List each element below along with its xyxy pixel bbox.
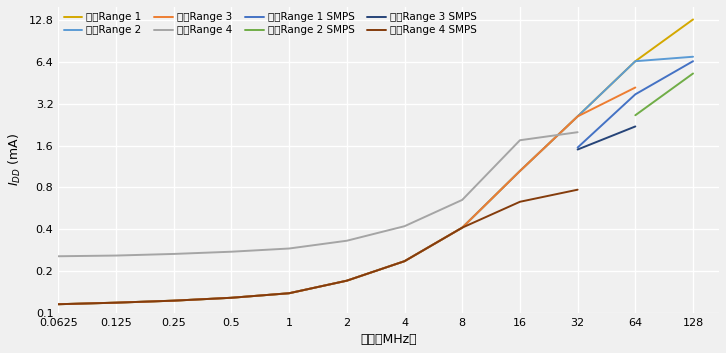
运行Range 4 SMPS [285, 291, 293, 295]
运行Range 3 [112, 300, 121, 305]
运行Range 4 [227, 250, 236, 254]
运行Range 4 SMPS [515, 200, 524, 204]
运行Range 2 [515, 169, 524, 173]
Legend: 运行Range 1, 运行Range 2, 运行Range 3, 运行Range 4, 运行Range 1 SMPS, 运行Range 2 SMPS, 运行Ra: 运行Range 1, 运行Range 2, 运行Range 3, 运行Range… [62, 10, 479, 37]
运行Range 1 [112, 300, 121, 305]
运行Range 4 SMPS [458, 226, 467, 230]
运行Range 4 SMPS [112, 300, 121, 305]
运行Range 2 [574, 114, 582, 119]
Line: 运行Range 3 SMPS: 运行Range 3 SMPS [578, 126, 635, 150]
运行Range 4 [515, 138, 524, 142]
运行Range 2 [400, 259, 409, 263]
运行Range 2 [169, 299, 178, 303]
运行Range 1 [689, 17, 698, 22]
运行Range 1 [400, 259, 409, 263]
运行Range 4 SMPS [400, 259, 409, 263]
运行Range 4 SMPS [574, 187, 582, 192]
运行Range 3 SMPS [574, 148, 582, 152]
运行Range 4 [343, 239, 351, 243]
运行Range 3 [227, 296, 236, 300]
运行Range 1 [54, 302, 62, 306]
运行Range 1 SMPS [689, 59, 698, 63]
Y-axis label: $I_{DD}$ (mA): $I_{DD}$ (mA) [7, 133, 23, 186]
运行Range 4 [112, 253, 121, 258]
运行Range 3 [285, 291, 293, 295]
运行Range 3 [54, 302, 62, 306]
运行Range 4 [54, 254, 62, 258]
运行Range 3 [631, 85, 640, 90]
Line: 运行Range 2 SMPS: 运行Range 2 SMPS [635, 73, 693, 115]
运行Range 2 [689, 55, 698, 59]
运行Range 3 [458, 226, 467, 230]
X-axis label: 频率（MHz）: 频率（MHz） [360, 333, 417, 346]
运行Range 2 [631, 59, 640, 63]
运行Range 4 [285, 246, 293, 251]
运行Range 3 [400, 259, 409, 263]
运行Range 3 [515, 169, 524, 173]
运行Range 2 [227, 296, 236, 300]
运行Range 4 SMPS [54, 302, 62, 306]
运行Range 3 SMPS [631, 124, 640, 128]
运行Range 1 [285, 291, 293, 295]
运行Range 4 [574, 130, 582, 134]
运行Range 1 [631, 59, 640, 63]
Line: 运行Range 4 SMPS: 运行Range 4 SMPS [58, 190, 578, 304]
Line: 运行Range 1: 运行Range 1 [58, 19, 693, 304]
Line: 运行Range 3: 运行Range 3 [58, 88, 635, 304]
运行Range 2 [54, 302, 62, 306]
运行Range 1 [343, 279, 351, 283]
运行Range 4 [169, 252, 178, 256]
运行Range 4 SMPS [169, 299, 178, 303]
运行Range 4 [400, 224, 409, 228]
运行Range 2 SMPS [689, 71, 698, 76]
Line: 运行Range 2: 运行Range 2 [58, 57, 693, 304]
运行Range 2 SMPS [631, 113, 640, 117]
运行Range 2 [112, 300, 121, 305]
运行Range 4 SMPS [227, 296, 236, 300]
运行Range 3 [343, 279, 351, 283]
运行Range 2 [458, 226, 467, 230]
Line: 运行Range 4: 运行Range 4 [58, 132, 578, 256]
运行Range 1 SMPS [574, 145, 582, 150]
Line: 运行Range 1 SMPS: 运行Range 1 SMPS [578, 61, 693, 148]
运行Range 2 [343, 279, 351, 283]
运行Range 4 SMPS [343, 279, 351, 283]
运行Range 1 [574, 114, 582, 119]
运行Range 3 [169, 299, 178, 303]
运行Range 2 [285, 291, 293, 295]
运行Range 3 [574, 114, 582, 119]
运行Range 1 SMPS [631, 92, 640, 96]
运行Range 4 [458, 198, 467, 202]
运行Range 1 [169, 299, 178, 303]
运行Range 1 [515, 169, 524, 173]
运行Range 1 [458, 226, 467, 230]
运行Range 1 [227, 296, 236, 300]
